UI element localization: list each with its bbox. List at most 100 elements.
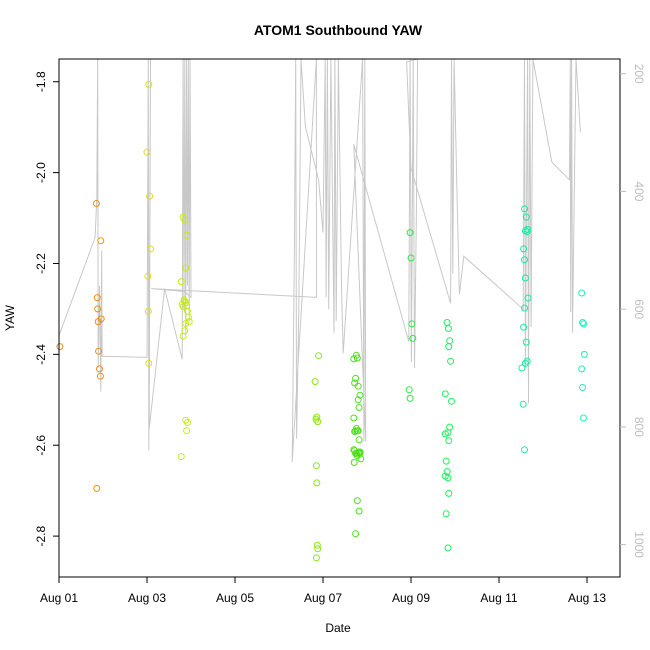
data-point	[315, 352, 323, 360]
y-axis: -2.8 -2.6 -2.4 -2.2 -2.0 -1.8	[34, 71, 59, 546]
right-tick-label: 1000	[632, 531, 646, 558]
data-point	[445, 489, 453, 497]
data-point	[92, 200, 100, 207]
data-point	[353, 354, 361, 362]
x-tick-label: Aug 13	[568, 591, 606, 605]
data-point	[355, 436, 363, 444]
data-point	[354, 382, 362, 390]
data-point	[520, 323, 528, 331]
data-point	[579, 384, 587, 391]
data-point	[313, 479, 321, 487]
data-point	[408, 320, 416, 328]
y-tick-label: -1.8	[34, 71, 48, 92]
data-point	[311, 378, 319, 386]
data-point	[183, 231, 191, 239]
data-point	[521, 304, 528, 312]
data-point	[355, 404, 363, 411]
data-point	[313, 541, 321, 549]
data-point	[184, 313, 192, 321]
data-point	[312, 554, 320, 562]
data-point	[521, 274, 529, 282]
data-point	[144, 307, 152, 315]
data-point	[312, 462, 320, 470]
data-point	[56, 343, 64, 351]
right-axis: 200 400 600 800 1000	[620, 64, 646, 558]
data-point	[354, 396, 362, 404]
data-points-layer	[56, 80, 588, 562]
data-point	[441, 390, 449, 398]
y-tick-label: -2.6	[34, 435, 48, 456]
depth-trace-line	[58, 58, 581, 463]
data-point	[182, 416, 190, 424]
data-point	[356, 448, 364, 456]
data-point	[184, 419, 191, 426]
data-point	[93, 484, 101, 492]
data-point	[313, 413, 321, 421]
data-point	[352, 530, 360, 538]
data-point	[522, 338, 530, 346]
data-point	[182, 264, 190, 272]
right-tick-label: 400	[632, 181, 646, 201]
series-6	[405, 229, 417, 402]
right-tick-label: 200	[632, 64, 646, 84]
data-point	[445, 437, 453, 445]
data-point	[356, 391, 364, 399]
data-point	[185, 318, 193, 326]
data-point	[147, 245, 154, 253]
data-point	[446, 337, 454, 345]
series-3	[177, 213, 193, 461]
data-point	[406, 229, 414, 237]
data-point	[447, 357, 455, 365]
data-point	[352, 374, 360, 382]
y-axis-label: YAW	[3, 304, 17, 331]
data-point	[444, 325, 452, 332]
chart-title: ATOM1 Southbound YAW	[254, 22, 423, 38]
y-tick-label: -2.4	[34, 344, 48, 365]
x-axis-label: Date	[325, 621, 351, 635]
series-2	[143, 80, 154, 367]
data-point	[94, 305, 102, 313]
data-point	[445, 343, 453, 351]
data-point	[145, 80, 153, 88]
series-8	[518, 205, 532, 454]
x-tick-label: Aug 03	[128, 591, 166, 605]
data-point	[95, 347, 103, 355]
data-point	[519, 400, 527, 408]
data-point	[406, 394, 414, 402]
x-tick-label: Aug 11	[480, 591, 517, 605]
data-point	[183, 427, 191, 435]
data-point	[354, 427, 362, 435]
data-point	[144, 272, 152, 280]
y-tick-label: -2.2	[34, 253, 48, 274]
data-point	[578, 289, 586, 297]
data-point	[442, 457, 450, 465]
data-point	[522, 213, 530, 221]
data-point	[578, 365, 586, 373]
y-tick-label: -2.8	[34, 525, 48, 546]
data-point	[177, 453, 185, 461]
right-tick-label: 600	[632, 299, 646, 319]
data-point	[314, 545, 322, 553]
data-point	[521, 205, 528, 213]
data-point	[407, 254, 415, 262]
data-point	[443, 319, 451, 326]
series-9	[578, 289, 588, 422]
data-point	[446, 423, 454, 431]
data-point	[580, 350, 588, 358]
data-point	[580, 320, 587, 328]
data-point	[441, 472, 449, 480]
data-point	[521, 256, 528, 264]
data-point	[350, 459, 358, 466]
data-point	[409, 334, 417, 342]
x-tick-label: Aug 01	[40, 591, 78, 605]
x-axis: Aug 01 Aug 03 Aug 05 Aug 07 Aug 09 Aug 11 Aug …	[40, 577, 606, 605]
series-7	[441, 319, 455, 552]
data-point	[177, 278, 185, 286]
data-point	[448, 397, 455, 405]
depth-trace-layer	[58, 58, 581, 463]
data-point	[350, 414, 358, 422]
data-point	[96, 365, 103, 373]
data-point	[523, 228, 531, 236]
data-point	[181, 297, 189, 305]
